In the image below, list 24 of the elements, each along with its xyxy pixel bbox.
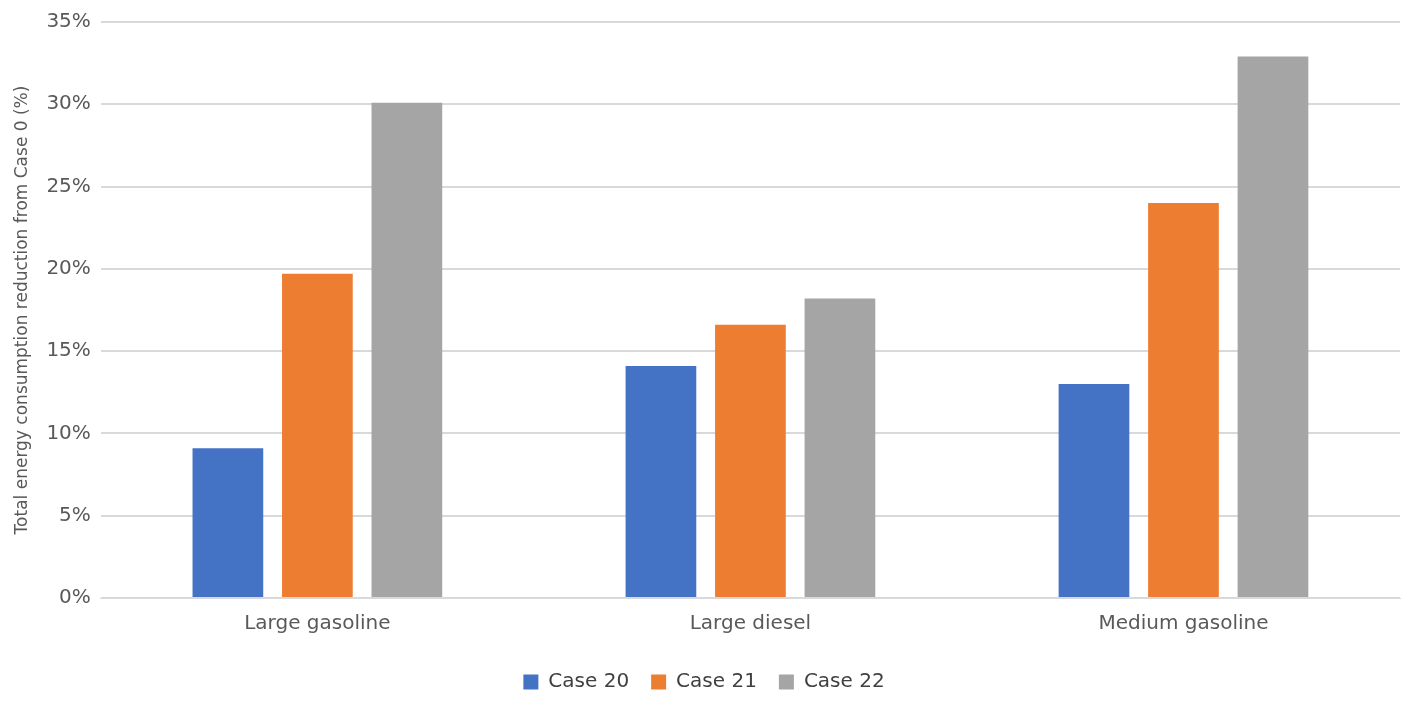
bar — [715, 324, 786, 597]
bar — [1058, 384, 1130, 597]
legend-label: Case 21 — [676, 668, 757, 693]
x-tick-label: Large diesel — [689, 610, 812, 635]
y-axis-title: Total energy consumption reduction from Case 0 (%) — [10, 85, 31, 536]
legend-label: Case 22 — [803, 668, 885, 693]
y-tick-label: 35% — [46, 8, 91, 33]
x-tick-label: Large gasoline — [244, 610, 391, 635]
bar — [1237, 56, 1309, 597]
y-tick-label: 0% — [59, 584, 91, 609]
y-tick-label: 5% — [59, 501, 91, 526]
bar — [192, 448, 264, 597]
bar — [371, 102, 443, 597]
y-tick-label: 10% — [46, 419, 91, 444]
x-tick-label: Medium gasoline — [1098, 610, 1269, 635]
bar — [804, 298, 876, 597]
y-tick-label: 20% — [46, 255, 91, 280]
y-tick-label: 30% — [46, 90, 91, 115]
bar — [1148, 203, 1219, 597]
legend-label: Case 20 — [548, 668, 630, 693]
y-tick-label: 25% — [46, 172, 91, 197]
bar — [625, 365, 697, 597]
y-tick-label: 15% — [46, 337, 91, 362]
bar — [282, 273, 353, 597]
